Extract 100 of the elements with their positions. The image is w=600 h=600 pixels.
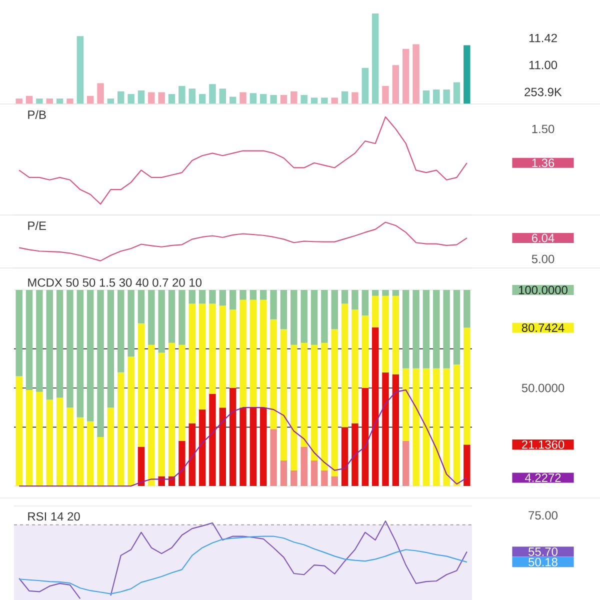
- bar: [260, 290, 267, 300]
- bar: [310, 344, 318, 461]
- bar: [198, 410, 206, 486]
- bar: [290, 344, 298, 470]
- bar: [382, 290, 389, 296]
- bar: [250, 290, 257, 300]
- bar: [36, 98, 43, 104]
- chart-title: RSI 14 20: [28, 512, 80, 521]
- bar: [372, 327, 379, 486]
- y-tick-label: 80.7424: [522, 324, 564, 332]
- bar: [36, 290, 43, 392]
- bar: [402, 440, 410, 486]
- bar: [310, 460, 318, 486]
- bar: [36, 392, 43, 486]
- bar: [16, 376, 22, 486]
- bar: [250, 408, 257, 486]
- bar: [331, 290, 338, 330]
- bar: [76, 36, 84, 104]
- chart-title: P/E: [28, 221, 46, 230]
- bar: [240, 300, 246, 408]
- bar: [158, 476, 165, 486]
- y-tick-label: 50.18: [528, 558, 558, 566]
- bar: [300, 342, 308, 447]
- bar: [412, 368, 420, 486]
- bar: [219, 306, 226, 408]
- bar: [209, 290, 216, 304]
- bar: [372, 290, 379, 296]
- bar: [331, 476, 338, 486]
- bar: [66, 98, 74, 104]
- bar: [138, 290, 145, 324]
- bar: [402, 48, 410, 104]
- bar: [310, 290, 318, 345]
- bar: [118, 91, 124, 104]
- bar: [250, 93, 257, 104]
- bar: [321, 470, 328, 486]
- bar: [188, 423, 196, 486]
- bar: [66, 290, 74, 408]
- bar: [443, 290, 450, 368]
- bar: [270, 319, 277, 430]
- bar: [118, 290, 124, 372]
- bar: [76, 290, 84, 418]
- bar: [107, 408, 114, 486]
- bar: [402, 290, 410, 368]
- bar: [392, 296, 400, 374]
- bar: [229, 388, 236, 486]
- bar: [331, 98, 338, 104]
- bar: [168, 290, 176, 343]
- bar: [382, 86, 389, 104]
- bar: [382, 296, 389, 372]
- bar: [341, 304, 348, 428]
- bar: [321, 98, 328, 104]
- chart-title: P/B: [28, 110, 46, 119]
- y-tick-label: 50.0000: [522, 384, 564, 392]
- bar: [97, 290, 104, 437]
- bar: [56, 398, 64, 486]
- bar: [229, 310, 236, 388]
- bar: [392, 290, 400, 296]
- bar: [188, 304, 196, 424]
- bar: [321, 342, 328, 470]
- bar: [464, 328, 470, 445]
- bar: [250, 300, 257, 408]
- bar: [178, 440, 186, 486]
- bar: [188, 88, 196, 104]
- bar: [392, 65, 400, 104]
- bar: [280, 290, 288, 330]
- bar: [209, 394, 216, 486]
- bar: [453, 364, 460, 486]
- text: 253.9K: [524, 88, 562, 96]
- bar: [331, 329, 338, 476]
- bar: [290, 470, 298, 486]
- bar: [86, 290, 94, 422]
- bar: [66, 408, 74, 486]
- bar: [128, 356, 134, 486]
- bar: [97, 83, 104, 104]
- bar: [310, 98, 318, 104]
- bar: [107, 290, 114, 408]
- bar: [178, 344, 186, 441]
- bar: [148, 344, 155, 486]
- y-tick-label: 100.0000: [518, 286, 568, 294]
- bar: [372, 14, 379, 104]
- bar: [372, 296, 379, 328]
- text: 11.00: [529, 60, 558, 70]
- bar: [219, 408, 226, 486]
- bar: [16, 98, 22, 104]
- bar: [341, 427, 348, 486]
- bar: [280, 94, 288, 104]
- y-tick-label: 6.04: [532, 234, 554, 242]
- bar: [138, 90, 145, 104]
- bar: [138, 446, 145, 486]
- bar: [178, 86, 186, 104]
- bar: [260, 300, 267, 408]
- bar: [443, 368, 450, 486]
- bar: [270, 94, 277, 104]
- bar: [158, 92, 165, 104]
- bar: [382, 372, 389, 486]
- bar: [229, 290, 236, 310]
- y-tick-label: 4.2272: [525, 474, 561, 482]
- bar: [402, 368, 410, 441]
- bar: [168, 342, 176, 476]
- bar: [240, 92, 246, 104]
